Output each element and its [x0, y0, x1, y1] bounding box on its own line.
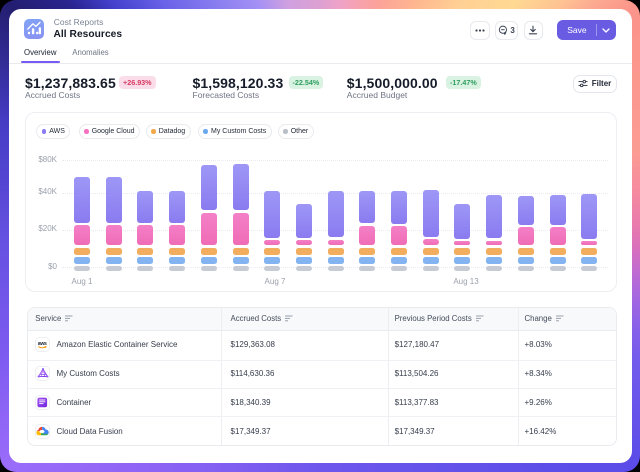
svg-text:aws: aws [38, 341, 47, 347]
